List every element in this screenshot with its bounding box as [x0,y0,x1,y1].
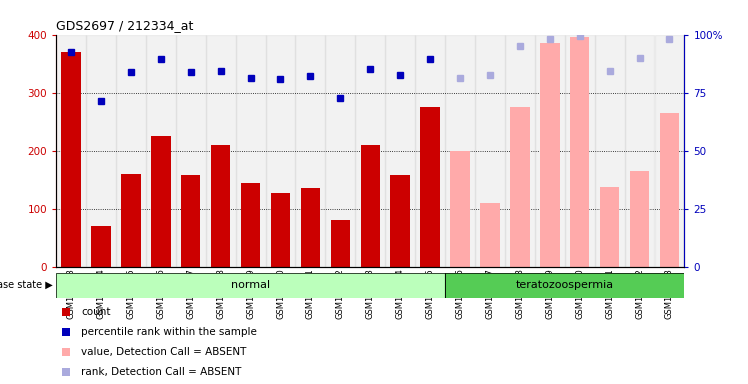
Bar [595,35,625,267]
Bar [241,183,260,267]
Text: normal: normal [231,280,270,290]
Bar [570,38,589,267]
Bar [654,35,684,267]
Bar [295,35,325,267]
Bar [630,171,649,267]
Bar [266,35,295,267]
Bar [121,174,141,267]
Bar [505,35,535,267]
Text: count: count [82,307,111,317]
Text: rank, Detection Call = ABSENT: rank, Detection Call = ABSENT [82,367,242,377]
Bar [540,43,560,267]
Bar [361,145,380,267]
Bar [415,35,445,267]
Text: GDS2697 / 212334_at: GDS2697 / 212334_at [56,19,194,32]
Bar [301,189,320,267]
Bar [271,193,290,267]
Bar [480,203,500,267]
Bar [236,35,266,267]
Bar [61,52,81,267]
Bar [445,273,684,298]
Bar [56,273,445,298]
Bar [206,35,236,267]
Bar [181,175,200,267]
Text: teratozoospermia: teratozoospermia [515,280,614,290]
Bar [390,175,410,267]
Bar [625,35,654,267]
Bar [325,35,355,267]
Text: disease state ▶: disease state ▶ [0,280,52,290]
Bar [86,35,116,267]
Bar [116,35,146,267]
Bar [56,35,86,267]
Bar [56,273,445,298]
Bar [331,220,350,267]
Bar [660,113,679,267]
Bar [565,35,595,267]
Bar [445,35,475,267]
Bar [420,107,440,267]
Bar [450,151,470,267]
Bar [146,35,176,267]
Bar [385,35,415,267]
Bar [151,136,171,267]
Bar [211,145,230,267]
Bar [445,273,684,298]
Bar [475,35,505,267]
Bar [510,107,530,267]
Bar [91,226,111,267]
Bar [600,187,619,267]
Text: value, Detection Call = ABSENT: value, Detection Call = ABSENT [82,347,247,357]
Bar [355,35,385,267]
Text: percentile rank within the sample: percentile rank within the sample [82,327,257,337]
Bar [535,35,565,267]
Bar [176,35,206,267]
